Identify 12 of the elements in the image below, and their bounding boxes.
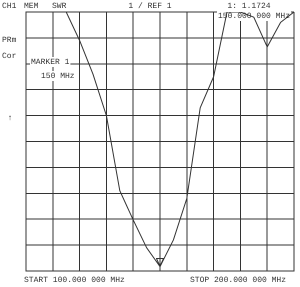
- text: Cor: [2, 52, 17, 62]
- annotation: MARKER 1: [31, 58, 70, 68]
- text: STOP 200.000 000 MHz: [190, 276, 286, 286]
- text: PRm: [2, 36, 17, 46]
- text: START 100.000 000 MHz: [24, 276, 126, 286]
- text: SWR: [52, 2, 67, 12]
- text: 1 / REF 1: [128, 2, 172, 12]
- text: MEM: [24, 2, 39, 12]
- text: CH1: [2, 2, 17, 12]
- annotation: 150 MHz: [41, 72, 75, 82]
- text: ↑: [8, 114, 12, 124]
- text: 1: 1.1724: [227, 2, 271, 12]
